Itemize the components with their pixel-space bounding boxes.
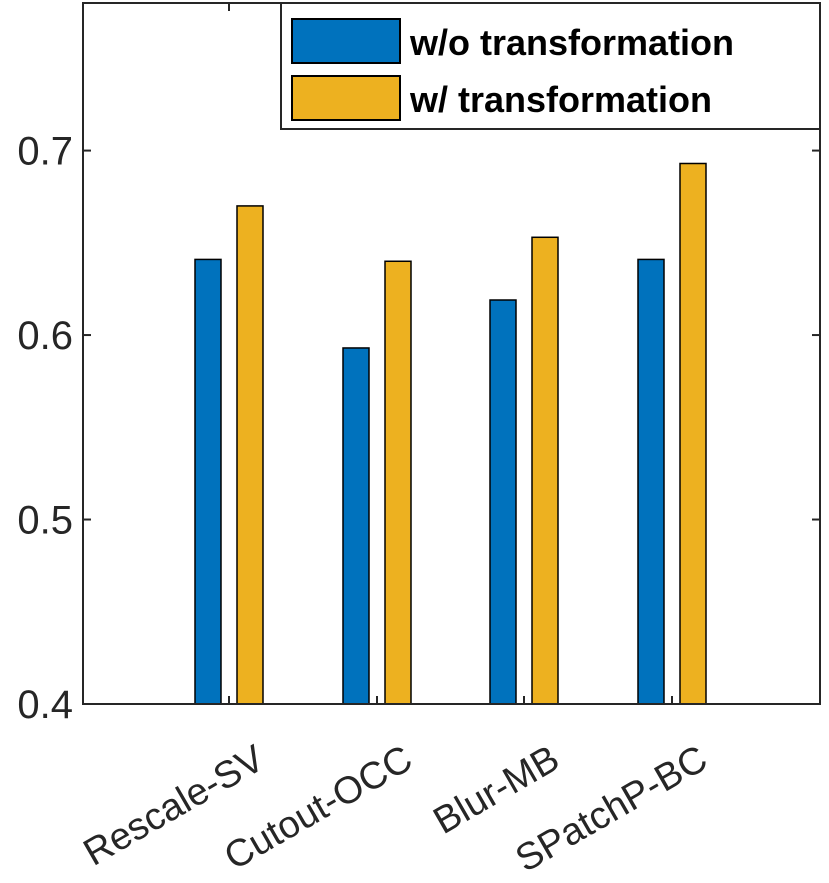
bar-spatchp-bc-series-2 (679, 162, 707, 705)
bar-cutout-occ-series-2 (384, 260, 412, 705)
bar-spatchp-bc-series-1 (637, 258, 665, 705)
y-tick-label: 0.6 (17, 314, 73, 358)
y-tick-label: 0.5 (17, 499, 73, 543)
bar-cutout-occ-series-1 (342, 347, 370, 705)
bar-blur-mb-series-2 (531, 236, 559, 705)
bars-layer (194, 162, 707, 705)
legend-label-series-1: w/o transformation (409, 22, 734, 63)
bar-rescale-sv-series-2 (236, 205, 264, 705)
legend: w/o transformation w/ transformation (280, 2, 821, 130)
legend-label-series-2: w/ transformation (409, 79, 712, 120)
y-tick-label: 0.7 (17, 130, 73, 174)
legend-swatch-series-1 (291, 18, 401, 64)
y-tick-label: 0.4 (17, 683, 73, 727)
bar-blur-mb-series-1 (489, 299, 517, 705)
legend-swatch-series-2 (291, 75, 401, 121)
bar-rescale-sv-series-1 (194, 258, 222, 705)
